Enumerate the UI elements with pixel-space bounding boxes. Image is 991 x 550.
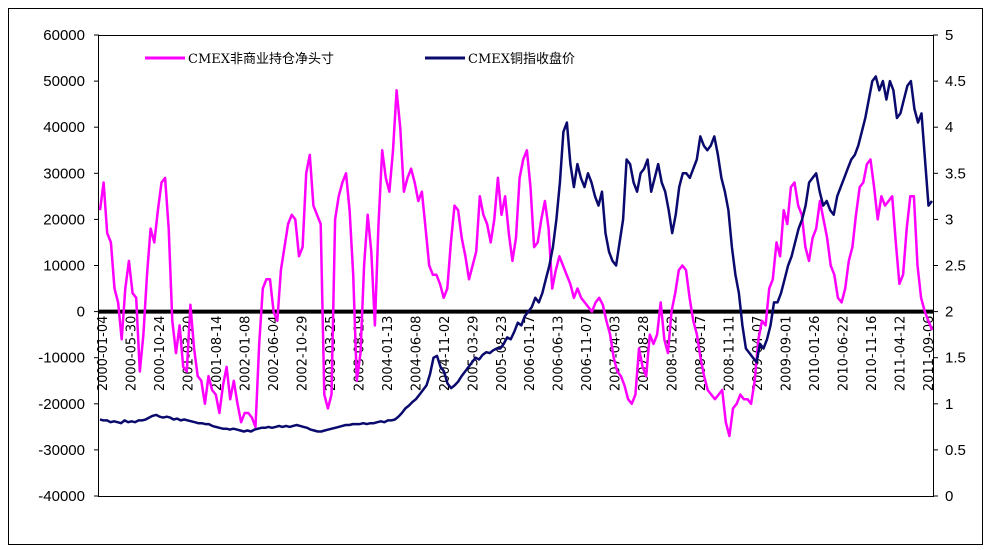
legend: CMEX非商业持仓净头寸 CMEX铜指收盘价 bbox=[145, 51, 575, 67]
left-tick-label: 0 bbox=[77, 304, 85, 321]
x-tick-label: 2007-08-28 bbox=[637, 316, 652, 392]
right-tick-label: 2 bbox=[945, 304, 953, 321]
x-tick-label: 2000-01-04 bbox=[96, 316, 111, 392]
left-tick-label: 30000 bbox=[43, 165, 85, 182]
left-tick-label: 20000 bbox=[43, 211, 85, 228]
x-tick-label: 2004-11-02 bbox=[438, 316, 453, 392]
right-tick-label: 4 bbox=[945, 119, 953, 136]
left-tick-label: 10000 bbox=[43, 258, 85, 275]
x-tick-label: 2009-09-01 bbox=[780, 316, 795, 392]
x-tick-label: 2002-10-29 bbox=[295, 316, 310, 392]
left-tick-label: 40000 bbox=[43, 119, 85, 136]
legend-label-copper-close: CMEX铜指收盘价 bbox=[468, 51, 575, 67]
left-tick-label: 60000 bbox=[43, 27, 85, 44]
right-tick-label: 1 bbox=[945, 396, 953, 413]
x-tick-label: 2000-10-24 bbox=[153, 316, 168, 392]
left-tick-label: -10000 bbox=[38, 350, 85, 367]
x-tick-label: 2010-06-22 bbox=[837, 316, 852, 392]
left-tick-label: 50000 bbox=[43, 73, 85, 90]
x-tick-label: 2006-11-07 bbox=[580, 316, 595, 392]
x-tick-label: 2006-01-17 bbox=[523, 316, 538, 392]
x-tick-label: 2005-08-23 bbox=[495, 316, 510, 392]
plot-area bbox=[98, 35, 934, 497]
x-tick-label: 2010-01-26 bbox=[808, 316, 823, 392]
x-tick-label: 2005-03-29 bbox=[466, 316, 481, 392]
left-tick-label: -20000 bbox=[38, 396, 85, 413]
x-tick-label: 2000-05-30 bbox=[124, 316, 139, 392]
x-tick-label: 2011-09-06 bbox=[922, 316, 937, 392]
right-axis: 5 4.5 4 3.5 3 2.5 2 1.5 1 0.5 0 bbox=[933, 27, 966, 505]
right-tick-label: 3.5 bbox=[945, 165, 966, 182]
left-tick-label: -40000 bbox=[38, 488, 85, 505]
x-tick-label: 2010-11-16 bbox=[865, 316, 880, 392]
legend-label-net-position: CMEX非商业持仓净头寸 bbox=[188, 52, 334, 67]
left-tick-label: -30000 bbox=[38, 442, 85, 459]
series-line-net-position bbox=[98, 89, 934, 438]
x-tick-label: 2002-06-04 bbox=[267, 316, 282, 392]
x-tick-label: 2004-06-08 bbox=[409, 316, 424, 392]
right-tick-label: 3 bbox=[945, 211, 953, 228]
right-tick-label: 4.5 bbox=[945, 73, 966, 90]
x-tick-label: 2008-11-11 bbox=[723, 316, 738, 392]
right-tick-label: 5 bbox=[945, 27, 953, 44]
x-tick-label: 2007-04-03 bbox=[609, 316, 624, 392]
right-tick-label: 0.5 bbox=[945, 442, 966, 459]
x-tick-label: 2006-06-13 bbox=[552, 316, 567, 392]
left-axis: 60000 50000 40000 30000 20000 10000 0 -10000 -20… bbox=[38, 27, 99, 505]
right-tick-label: 1.5 bbox=[945, 350, 966, 367]
x-tick-label: 2001-08-14 bbox=[210, 316, 225, 392]
x-tick-label: 2008-06-17 bbox=[694, 316, 709, 392]
right-tick-label: 2.5 bbox=[945, 258, 966, 275]
x-tick-label: 2002-01-08 bbox=[238, 316, 253, 392]
x-tick-label: 2011-04-12 bbox=[894, 316, 909, 392]
right-tick-label: 0 bbox=[945, 488, 953, 505]
series-line-copper-close bbox=[99, 75, 933, 433]
x-tick-label: 2004-01-13 bbox=[381, 316, 396, 392]
